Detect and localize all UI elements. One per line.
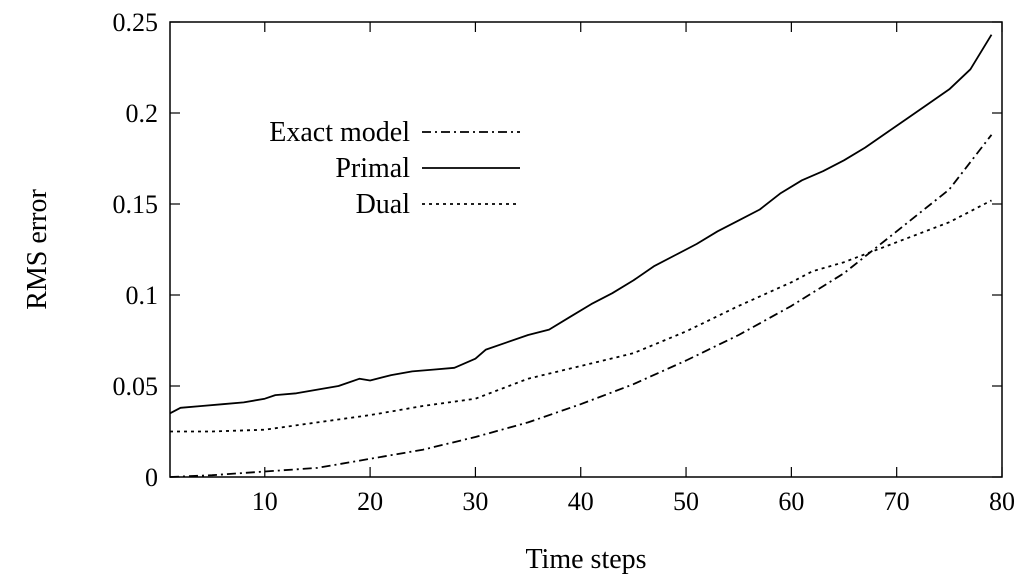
x-tick-label: 10 — [252, 487, 278, 516]
y-tick-label: 0.2 — [126, 99, 159, 128]
x-tick-label: 80 — [989, 487, 1015, 516]
y-tick-label: 0 — [145, 463, 158, 492]
plot-frame — [169, 21, 1003, 478]
series-line-primal — [169, 34, 993, 415]
y-axis: 0 0.05 0.1 0.15 0.2 0.25 — [113, 8, 1002, 492]
x-tick-label: 20 — [357, 487, 383, 516]
legend-label: Dual — [356, 189, 411, 220]
y-tick-label: 0.25 — [113, 8, 159, 37]
x-axis-title: Time steps — [525, 544, 646, 575]
y-tick-label: 0.15 — [113, 190, 159, 219]
x-tick-label: 50 — [673, 487, 699, 516]
series-line-dual — [170, 199, 992, 433]
legend-label: Exact model — [269, 117, 410, 148]
x-tick-label: 60 — [778, 487, 804, 516]
series-layer — [169, 34, 993, 478]
x-axis: 10 20 30 40 50 60 70 80 — [252, 22, 1015, 516]
x-tick-label: 70 — [884, 487, 910, 516]
legend-label: Primal — [335, 153, 410, 184]
y-tick-label: 0.05 — [113, 372, 159, 401]
y-axis-title: RMS error — [22, 189, 53, 310]
x-tick-label: 40 — [568, 487, 594, 516]
legend: Exact model Primal Dual — [269, 117, 520, 220]
series-line-exact-model — [169, 134, 993, 478]
x-tick-label: 30 — [462, 487, 488, 516]
y-tick-label: 0.1 — [126, 281, 159, 310]
